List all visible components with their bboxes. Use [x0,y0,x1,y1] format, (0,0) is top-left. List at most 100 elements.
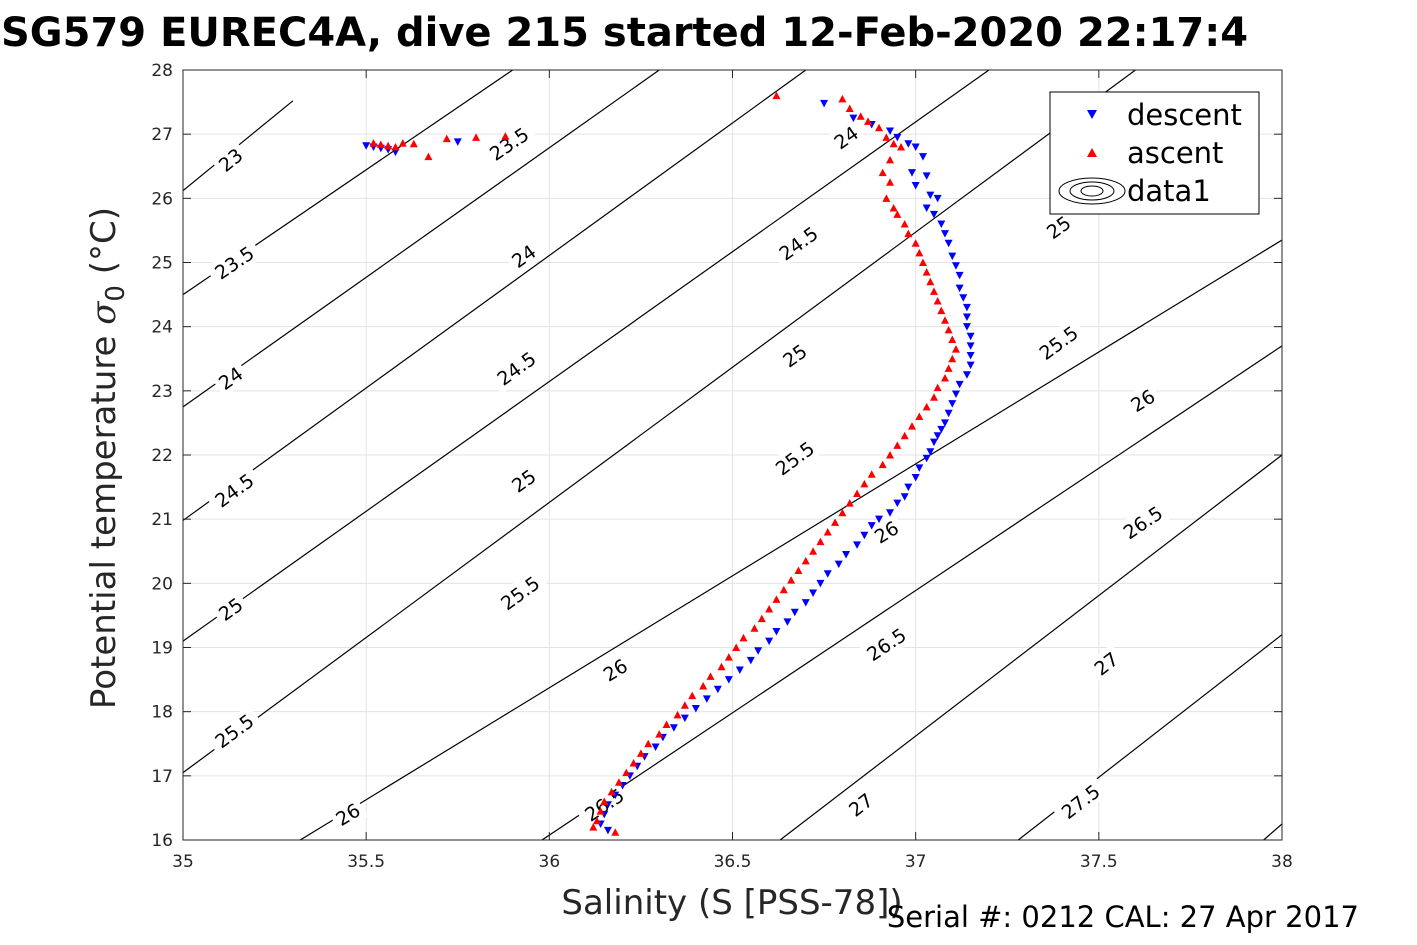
ascent-point [900,220,909,228]
x-tick-label: 38 [1271,852,1293,872]
descent-point [955,284,964,293]
ascent-point [809,547,818,555]
ascent-point [779,585,788,594]
y-tick-label: 22 [151,446,173,466]
contour-label-bg [205,464,264,516]
descent-point [944,409,953,418]
descent-point [820,99,829,108]
contour-label-bg [210,589,251,629]
descent-point [966,342,975,350]
ascent-point [384,141,393,150]
ascent-point [933,297,942,305]
ascent-point [853,489,862,497]
ascent-point [750,624,759,632]
contour-label-bg [503,461,544,500]
descent-point [702,695,711,703]
descent-point [816,579,825,588]
ascent-point [878,168,887,177]
y-axis-label-sigma: σ [84,301,124,325]
contour-ellipses-icon [1058,177,1126,205]
descent-point [911,473,920,482]
descent-point [603,826,612,835]
contour-label-bg [210,358,251,398]
descent-point [926,191,935,200]
ascent-point [922,402,931,411]
descent-point [801,599,810,607]
descent-point [918,153,927,161]
ascent-point [922,268,931,276]
descent-point [765,637,774,646]
descent-point [754,647,763,655]
ascent-point [706,672,715,680]
contour-line-24.5 [183,70,807,521]
descent-point [922,454,931,463]
descent-point [893,133,902,142]
ascent-point [765,605,774,613]
descent-point [955,271,964,280]
ascent-point [772,595,781,603]
contour-label-bg [503,237,544,276]
ascent-point [472,133,481,141]
ascent-point [915,248,924,257]
ascent-point [915,412,924,420]
ascent-point [893,441,902,449]
descent-point [904,140,913,148]
ascent-point [882,194,891,202]
y-tick-label: 17 [151,767,173,787]
ascent-point [717,662,726,671]
y-axis-label: Potential temperature σ0 (°C) [84,207,131,709]
descent-marker-icon [1087,110,1097,119]
y-tick-label: 18 [151,703,173,723]
descent-point [966,352,975,360]
descent-point [955,380,964,389]
ascent-point [886,178,895,186]
y-axis-ticks: 16 17 18 19 20 21 22 23 24 25 26 27 28 [151,61,1282,851]
descent-point [735,666,744,674]
ascent-point [592,816,601,825]
descent-point [937,425,946,434]
ascent-point [875,123,884,132]
ascent-point [787,576,796,584]
contour-line- [1263,823,1282,840]
descent-point [962,371,971,379]
y-tick-label: 19 [151,639,173,659]
ascent-point [442,134,451,143]
contour-line-26.5 [541,345,1282,840]
descent-point [823,570,832,578]
ascent-point [908,422,917,430]
legend-label-data1: data1 [1127,174,1211,208]
descent-point [886,509,895,517]
contour-label-bg [774,336,815,375]
contour-label-bg [1051,775,1110,828]
descent-point [724,676,733,684]
y-axis-label-main: Potential temperature [84,325,124,709]
descent-point [948,252,957,261]
ascent-point [501,132,510,140]
ascent-point [838,508,847,517]
ascent-point [926,277,935,286]
descent-point [922,172,931,180]
descent-point [842,550,851,559]
descent-point [790,608,799,617]
ascent-point [801,556,810,565]
chart-title: SG579 EUREC4A, dive 215 started 12-Feb-2… [1,10,1248,56]
legend: descent ascent data1 [1049,91,1260,215]
ascent-point [589,823,598,831]
descent-point [944,239,953,248]
contour-label-bg [769,217,828,269]
descent-point [959,294,968,302]
ascent-point [376,140,385,148]
ascent-point [831,518,840,526]
density-contours [183,70,1282,840]
ascent-point [856,112,865,120]
ascent-point [893,210,902,218]
descent-point [911,143,920,151]
contour-label-bg [327,795,368,833]
contour-label-bg [479,118,539,169]
x-tick-label: 36 [539,852,561,872]
ascent-point [864,117,873,125]
ascent-point [886,451,895,459]
descent-point [933,194,942,203]
ascent-point [948,335,957,343]
descent-point [849,114,858,123]
